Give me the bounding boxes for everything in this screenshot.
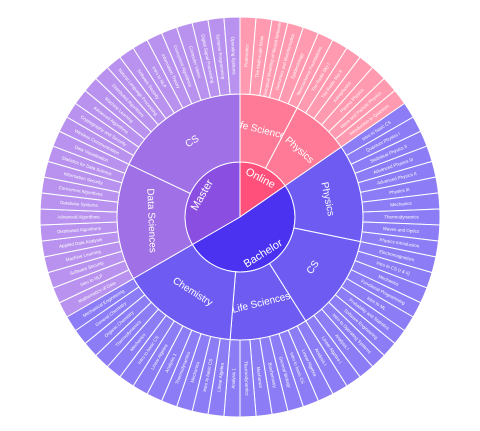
ring3-label-database-systems: Database Systems <box>60 200 99 208</box>
ring3-label-operating-systems: Operating Systems <box>230 36 237 75</box>
segment-ring3-master-cs-operating-systems[interactable] <box>223 16 241 95</box>
ring3-label-thermodynamics: Thermodynamics <box>243 361 249 396</box>
ring3-label-physics-iii: Physics III <box>389 187 410 195</box>
ring3-label-mechanics: Mechanics <box>390 201 413 208</box>
ring3-label-distributed-algorithms: Distributed Algorithms <box>57 226 102 235</box>
ring3-label-systems-programming: Systems Programming <box>215 34 226 80</box>
ring3-label-biochemistry: Biochemistry <box>267 362 277 389</box>
ring3-label-mechanics: Mechanics <box>256 366 264 389</box>
ring2-label-master-data-sciences: Data Sciences <box>144 188 158 253</box>
ring3-label-proteomics: Proteomics <box>244 44 250 67</box>
ring3-label-linear-algebra: Linear Algebra <box>216 362 225 392</box>
ring3-label-thermodynamics: Thermodynamics <box>384 215 419 220</box>
ring3-label-advanced-algorithms: Advanced Algorithms <box>57 215 100 220</box>
ring3-label-physics-introduction: Physics Introduction <box>379 237 420 248</box>
ring3-label-intro-to-basic-cs: Intro to basic CS <box>202 358 214 392</box>
ring3-label-the-multi-scale-brain: The Multi-scale Brain <box>254 35 264 78</box>
ring3-label-waves-and-optics: Waves and Optics <box>383 226 420 234</box>
ring3-label-analysis-1: Analysis 1 <box>231 368 237 389</box>
ring3-label-mechanics: Mechanics <box>190 360 201 383</box>
